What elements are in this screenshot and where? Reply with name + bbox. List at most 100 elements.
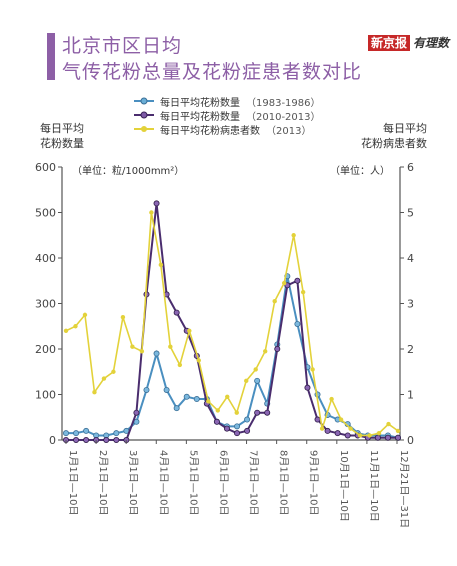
series-2-point: [73, 324, 78, 329]
legend-label-1: 每日平均花粉数量: [160, 111, 240, 123]
series-1-point: [153, 200, 160, 207]
series-1-point: [314, 416, 321, 423]
series-1-point: [254, 409, 261, 416]
left-tick-label: 600: [35, 161, 56, 174]
right-tick-label: 0: [407, 434, 414, 447]
series-1-point: [304, 384, 311, 391]
right-tick-label: 2: [407, 343, 414, 356]
series-1: [63, 200, 401, 443]
x-tick-label: 3月1日—10日: [127, 450, 139, 515]
series-2-point: [281, 280, 287, 286]
series-2-point: [158, 262, 164, 268]
chart-title-line2: 气传花粉总量及花粉症患者数对比: [62, 61, 363, 83]
series-2-point: [149, 210, 154, 215]
series-1-point: [234, 430, 241, 437]
series-2-point: [291, 233, 296, 238]
series-2-point: [225, 394, 230, 399]
series-1-point: [223, 425, 230, 432]
right-tick-label: 3: [407, 298, 414, 311]
legend-label-0: 每日平均花粉数量: [160, 97, 240, 109]
series-line-1: [66, 203, 398, 441]
right-tick-label: 1: [407, 389, 414, 402]
chart-legend: 每日平均花粉数量 （1983-1986） 每日平均花粉数量 （2010-2013…: [134, 94, 321, 137]
legend-item-series-2: 每日平均花粉病患者数 （2013）: [134, 122, 321, 137]
series-0-point: [294, 320, 301, 327]
series-0-point: [163, 386, 170, 393]
series-0-point: [173, 405, 180, 412]
series-1-point: [294, 277, 301, 284]
series-2-point: [101, 376, 107, 381]
series-2-point: [111, 369, 116, 374]
series-1-point: [274, 345, 281, 352]
x-tick-label: 5月1日—10日: [187, 450, 199, 515]
legend-period-1: （2010-2013）: [246, 111, 321, 123]
left-tick-label: 0: [49, 434, 56, 447]
legend-swatch-0: [134, 97, 154, 105]
legend-swatch-2: [134, 126, 154, 132]
legend-period-0: （1983-1986）: [246, 97, 321, 109]
brand-logo: 新京报 有理数: [367, 34, 449, 51]
series-2-point: [319, 426, 325, 431]
series-2-point: [63, 328, 69, 333]
x-tick-label: 1月1日—10日: [67, 450, 79, 515]
series-0-point: [193, 396, 200, 403]
right-axis-unit: （单位：人）: [330, 164, 390, 177]
right-tick-label: 4: [407, 252, 414, 265]
x-tick-label: 6月1日—10日: [217, 450, 229, 515]
series-line-2: [65, 212, 399, 437]
series-2-point: [376, 430, 382, 436]
series-0-point: [113, 430, 120, 437]
legend-item-series-0: 每日平均花粉数量 （1983-1986）: [134, 94, 321, 109]
series-2-point: [348, 426, 353, 431]
series-2-point: [386, 421, 391, 427]
series-0-point: [63, 430, 70, 437]
series-2-point: [357, 433, 363, 438]
left-tick-label: 100: [35, 389, 56, 402]
left-axis-title-line2: 花粉数量: [40, 137, 84, 150]
legend-item-series-1: 每日平均花粉数量 （2010-2013）: [134, 108, 321, 123]
series-1-point: [83, 436, 90, 443]
series-1-point: [374, 434, 381, 441]
series-2-point: [215, 408, 220, 413]
left-axis-unit: （单位：粒/1000mm²）: [72, 164, 184, 177]
series-2-point: [272, 299, 277, 304]
series-0-point: [153, 350, 160, 357]
series-2-point: [120, 314, 126, 320]
x-tick-label: 10月1日—10日: [338, 450, 350, 522]
series-2-point: [253, 367, 258, 372]
series-1-point: [244, 427, 251, 434]
right-tick-label: 5: [407, 207, 414, 220]
series-0-point: [234, 423, 241, 430]
series-2-point: [206, 399, 211, 404]
series-2-point: [338, 417, 344, 422]
series-2-point: [300, 289, 306, 295]
series-0-point: [83, 427, 90, 434]
series-0-point: [244, 416, 251, 423]
series-1-point: [113, 436, 120, 443]
series-1-point: [264, 409, 271, 416]
series-1-point: [133, 409, 140, 416]
series-2-point: [395, 428, 401, 434]
series-2-point: [168, 344, 173, 349]
left-axis-title-line1: 每日平均: [40, 122, 84, 135]
series-2-point: [139, 349, 145, 354]
brand-sub: 有理数: [412, 36, 449, 50]
x-tick-label: 8月1日—10日: [278, 450, 290, 515]
series-1-point: [344, 432, 351, 439]
series-2-point: [130, 344, 135, 349]
x-tick-label: 7月1日—10日: [248, 450, 260, 515]
series-2-point: [329, 396, 334, 402]
series-1-point: [73, 436, 80, 443]
series-2-point: [92, 390, 97, 395]
right-axis-title: 每日平均 花粉病患者数: [361, 121, 427, 151]
series-0-point: [143, 386, 150, 393]
series-0-point: [73, 430, 80, 437]
left-tick-label: 400: [35, 252, 56, 265]
x-axis-ticks: 1月1日—10日 2月1日—10日 3月1日—10日 4月1日—10日 5月1日—10日…: [65, 440, 410, 528]
title-accent-bar: [47, 33, 55, 80]
legend-period-2: （2013）: [266, 125, 312, 137]
series-1-point: [394, 434, 401, 441]
x-tick-label: 12月21日—31日: [398, 450, 410, 528]
right-axis-title-line2: 花粉病患者数: [361, 137, 427, 150]
